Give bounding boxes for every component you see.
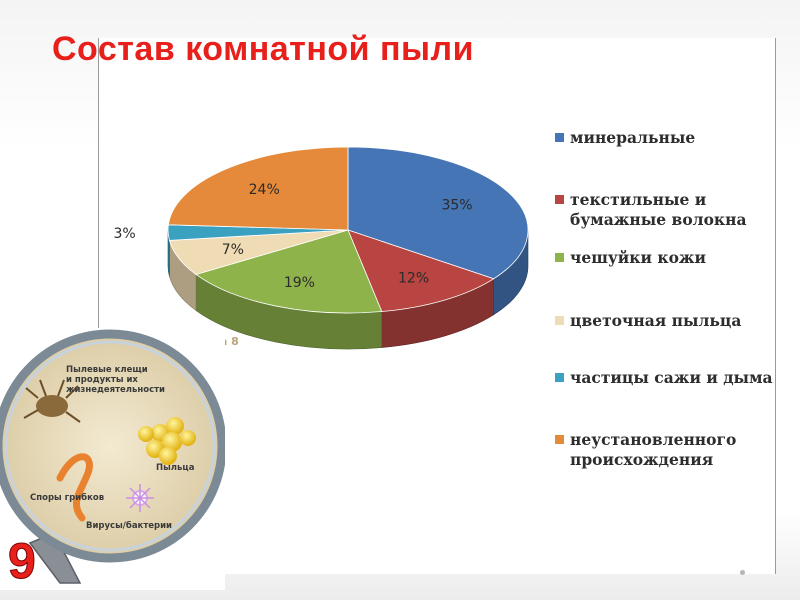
fungal-spore-icon	[56, 453, 93, 522]
legend-label: неустановленного происхождения	[570, 430, 737, 469]
legend-label: частицы сажи и дыма	[570, 368, 773, 387]
legend-swatch	[555, 195, 564, 204]
pie-slice-label-0: 35%	[441, 197, 472, 213]
legend-item: неустановленного происхождения	[555, 430, 775, 470]
pie-slice-label-1: 12%	[398, 271, 429, 287]
pie-slice-1	[347, 229, 495, 312]
legend-label: цветочная пыльца	[570, 311, 742, 330]
legend-swatch	[555, 316, 564, 325]
pollen-label: Пыльца	[156, 463, 195, 473]
legend-item: чешуйки кожи	[555, 248, 775, 268]
pie-slice-label-3: 7%	[222, 242, 244, 258]
legend-item: минеральные	[555, 128, 775, 148]
legend-item: частицы сажи и дыма	[555, 368, 775, 388]
pollen-icon	[138, 417, 196, 465]
legend-label: минеральные	[570, 128, 696, 147]
legend-swatch	[555, 373, 564, 382]
pie-slice-5	[167, 146, 349, 231]
pie-slice-2	[195, 229, 383, 314]
pie-slice-label-2: 19%	[284, 275, 315, 291]
viruses-label: Вирусы/бактерии	[86, 520, 172, 531]
decorative-dot	[740, 570, 745, 575]
legend-item: цветочная пыльца	[555, 311, 775, 331]
legend-label: чешуйки кожи	[570, 248, 707, 267]
legend-item: текстильные и бумажные волокна	[555, 190, 775, 230]
page-title: Состав комнатной пыли	[52, 30, 475, 68]
pie-slice-label-4: 3%	[113, 226, 135, 242]
legend-swatch	[555, 133, 564, 142]
magnifier-lens	[0, 329, 225, 563]
mites-label: Пылевые клещи и продукты их жизнедеятельно…	[66, 365, 165, 395]
legend-label: текстильные и бумажные волокна	[570, 190, 747, 229]
dust-magnifier-illustration: Пылевые клещи и продукты их жизнедеятельно…	[0, 328, 225, 590]
slide-number: 9	[8, 533, 37, 590]
virus-icon	[126, 484, 154, 512]
spores-label: Споры грибков	[30, 492, 104, 503]
legend-swatch	[555, 253, 564, 262]
legend-swatch	[555, 435, 564, 444]
pie-slice-label-5: 24%	[249, 182, 280, 198]
pie-slice-0	[347, 146, 529, 280]
dust-mite-icon	[23, 379, 81, 423]
